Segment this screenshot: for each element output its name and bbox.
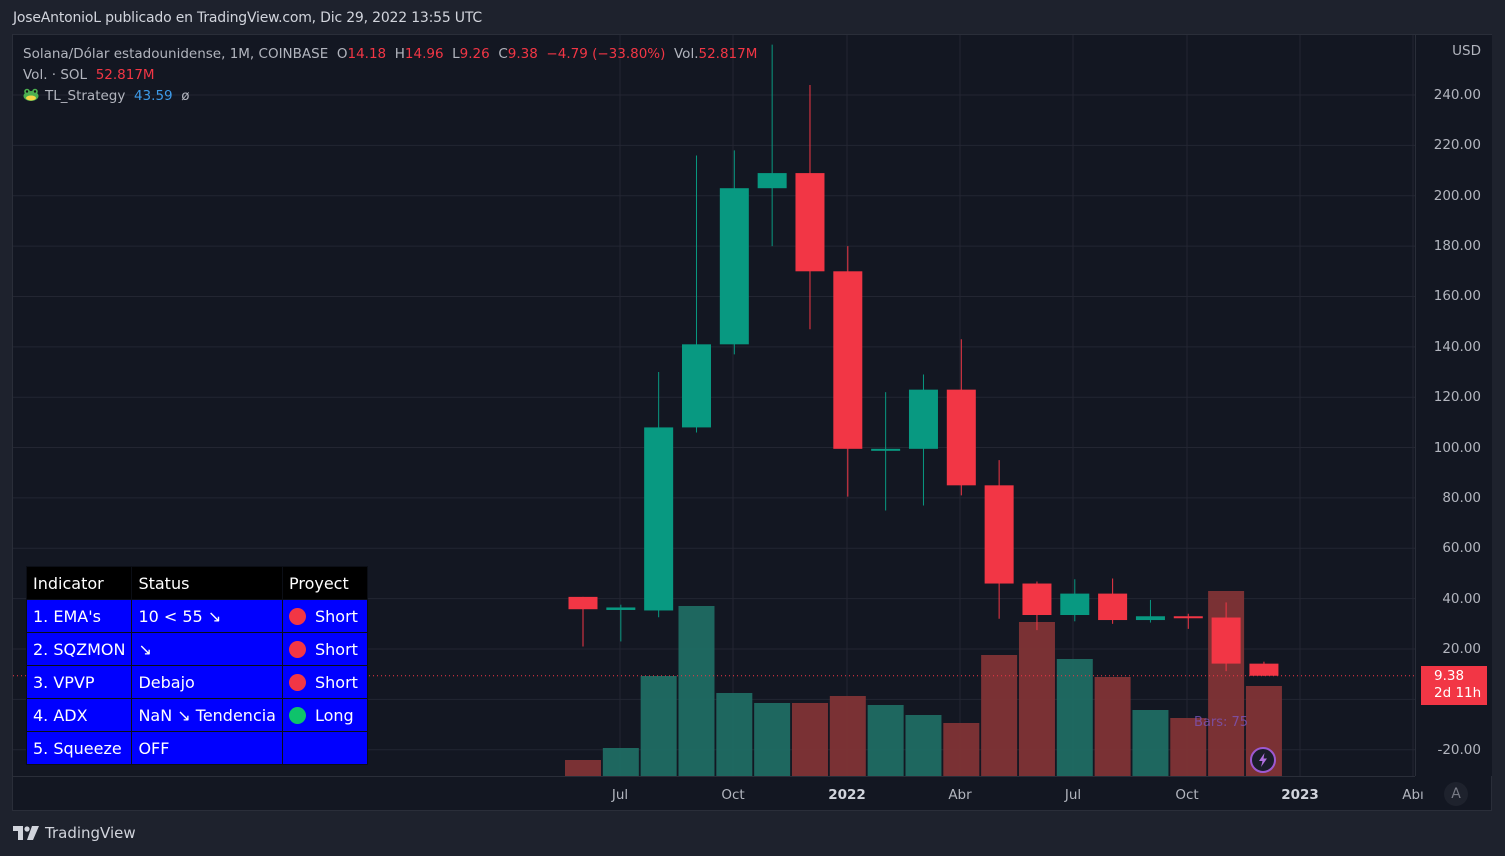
frog-icon [23, 88, 39, 101]
header-proyect: Proyect [281, 566, 368, 600]
tradingview-logo-icon [13, 826, 39, 840]
close-value: 9.38 [507, 46, 538, 62]
time-tick-label: 2022 [828, 787, 866, 803]
table-header-row: Indicator Status Proyect [25, 566, 368, 600]
red-dot-icon [288, 673, 306, 691]
price-axis[interactable]: USD 240.00 220.00 200.00 180.00 160.00 140.00… [1415, 35, 1492, 776]
candlestick-chart [13, 35, 1415, 776]
table-row: 5. Squeeze OFF [25, 731, 368, 765]
tradingview-footer: TradingView [13, 824, 136, 842]
price-tick-label: 140.00 [1433, 338, 1481, 355]
brand-name: TradingView [45, 824, 136, 842]
red-dot-icon [288, 640, 306, 658]
green-dot-icon [288, 706, 306, 724]
price-tick-label: 80.00 [1442, 489, 1481, 506]
header-status: Status [131, 566, 283, 600]
price-tick-label: 40.00 [1442, 590, 1481, 607]
price-tick-label: 60.00 [1442, 540, 1481, 557]
last-price-tag: 9.38 2d 11h [1421, 666, 1487, 705]
low-value: 9.26 [459, 46, 490, 62]
price-tick-label: 160.00 [1433, 288, 1481, 305]
time-tick-label: Abı [1402, 787, 1424, 803]
time-tick-label: Jul [611, 787, 629, 803]
price-tick-label: 200.00 [1433, 187, 1481, 204]
indicator-legend-row[interactable]: TL_Strategy 43.59 ø [23, 86, 757, 107]
table-row: 1. EMA's 10 < 55 ↘ Short [25, 599, 368, 633]
last-price: 9.38 [1434, 668, 1465, 684]
price-tick-label: 220.00 [1433, 137, 1481, 154]
volume-value: 52.817M [698, 46, 758, 62]
table-row: 2. SQZMON ↘ Short [25, 632, 368, 666]
indicator-status-table: Indicator Status Proyect 1. EMA's 10 < 5… [25, 566, 368, 765]
volume-legend-row[interactable]: Vol. · SOL 52.817M [23, 67, 155, 83]
table-row: 4. ADX NaN ↘ Tendencia Long [25, 698, 368, 732]
symbol-legend-row[interactable]: Solana/Dólar estadounidense, 1M, COINBAS… [23, 46, 758, 62]
time-tick-label: Abr [948, 787, 972, 803]
price-tick-label: 100.00 [1433, 439, 1481, 456]
price-tick-label: -20.00 [1437, 741, 1481, 758]
chart-plot-area[interactable] [13, 35, 1415, 776]
auto-scale-button[interactable]: A [1444, 782, 1468, 806]
indicator-value: 43.59 [133, 88, 173, 104]
bar-countdown: 2d 11h [1434, 685, 1482, 701]
table-row: 3. VPVP Debajo Short [25, 665, 368, 699]
price-tick-label: 180.00 [1433, 238, 1481, 255]
attribution-header: JoseAntonioL publicado en TradingView.co… [13, 10, 482, 26]
change-value: −4.79 (−33.80%) [546, 46, 666, 62]
price-tick-label: 120.00 [1433, 389, 1481, 406]
price-tick-label: 240.00 [1433, 87, 1481, 104]
lightning-icon[interactable] [1250, 747, 1276, 773]
bars-count-label: Bars: 75 [1194, 715, 1249, 730]
time-axis[interactable]: Jul Oct 2022 Abr Jul Oct 2023 Abı [13, 776, 1424, 811]
time-tick-label: Oct [721, 787, 745, 803]
chart-legend: Solana/Dólar estadounidense, 1M, COINBAS… [23, 44, 757, 107]
time-tick-label: Jul [1064, 787, 1082, 803]
currency-label: USD [1452, 43, 1481, 59]
indicator-name: TL_Strategy [45, 88, 126, 104]
red-dot-icon [288, 607, 306, 625]
price-tick-label: 20.00 [1442, 641, 1481, 657]
symbol-name: Solana/Dólar estadounidense, 1M, COINBAS… [23, 46, 329, 62]
indicator-na-symbol: ø [181, 88, 190, 104]
time-tick-label: 2023 [1281, 787, 1319, 803]
time-tick-label: Oct [1175, 787, 1199, 803]
open-value: 14.18 [347, 46, 387, 62]
header-indicator: Indicator [25, 566, 133, 600]
high-value: 14.96 [404, 46, 444, 62]
